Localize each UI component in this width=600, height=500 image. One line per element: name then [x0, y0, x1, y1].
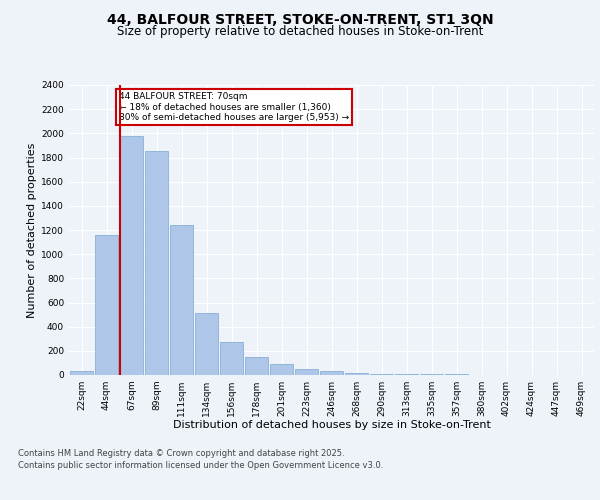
Bar	[370, 374, 393, 375]
Bar	[95, 235, 118, 375]
Bar	[245, 357, 268, 375]
Text: Size of property relative to detached houses in Stoke-on-Trent: Size of property relative to detached ho…	[117, 25, 483, 38]
Bar	[395, 374, 418, 375]
Text: Contains HM Land Registry data © Crown copyright and database right 2025.: Contains HM Land Registry data © Crown c…	[18, 448, 344, 458]
Text: Contains public sector information licensed under the Open Government Licence v3: Contains public sector information licen…	[18, 461, 383, 470]
Text: 44 BALFOUR STREET: 70sqm
← 18% of detached houses are smaller (1,360)
80% of sem: 44 BALFOUR STREET: 70sqm ← 18% of detach…	[119, 92, 349, 122]
Bar	[195, 314, 218, 375]
Bar	[295, 369, 318, 375]
Bar	[170, 225, 193, 375]
Text: 44, BALFOUR STREET, STOKE-ON-TRENT, ST1 3QN: 44, BALFOUR STREET, STOKE-ON-TRENT, ST1 …	[107, 12, 493, 26]
Bar	[445, 374, 468, 375]
Bar	[70, 372, 93, 375]
Bar	[270, 364, 293, 375]
Bar	[145, 152, 168, 375]
Bar	[345, 373, 368, 375]
Bar	[320, 371, 343, 375]
Bar	[420, 374, 443, 375]
Y-axis label: Number of detached properties: Number of detached properties	[27, 142, 37, 318]
X-axis label: Distribution of detached houses by size in Stoke-on-Trent: Distribution of detached houses by size …	[173, 420, 490, 430]
Bar	[120, 136, 143, 375]
Bar	[220, 342, 243, 375]
